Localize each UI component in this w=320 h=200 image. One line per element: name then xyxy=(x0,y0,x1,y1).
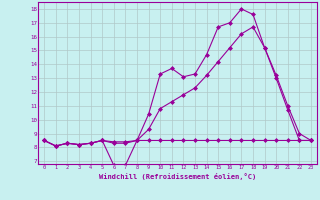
X-axis label: Windchill (Refroidissement éolien,°C): Windchill (Refroidissement éolien,°C) xyxy=(99,173,256,180)
